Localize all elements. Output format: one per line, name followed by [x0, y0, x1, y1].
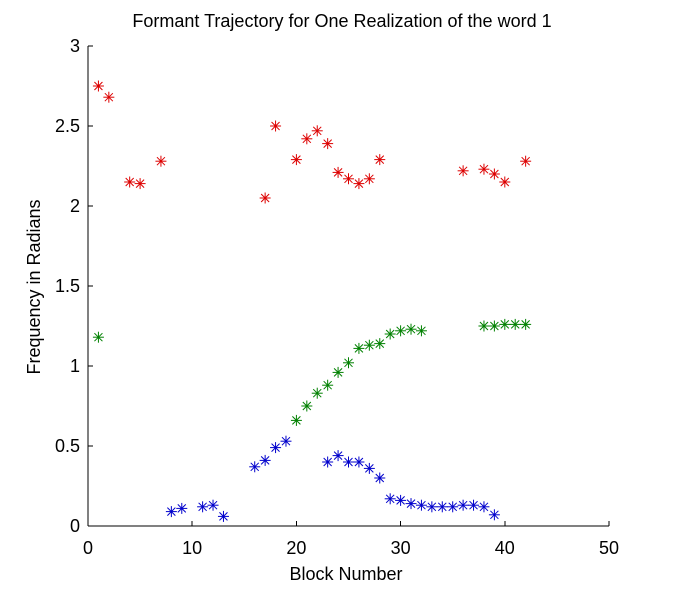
data-point	[343, 456, 354, 468]
data-point	[217, 510, 229, 522]
x-axis-ticks: 0 10 20 30 40 50	[83, 521, 619, 558]
data-point	[478, 320, 490, 332]
data-point	[290, 154, 302, 166]
data-point	[395, 325, 407, 337]
data-point	[311, 125, 323, 137]
y-tick-label: 0.5	[55, 436, 80, 456]
data-point	[478, 163, 490, 175]
data-point	[353, 342, 365, 354]
data-point	[395, 494, 407, 506]
data-point	[457, 165, 469, 177]
data-point	[270, 442, 282, 454]
y-tick-label: 1.5	[55, 276, 80, 296]
data-point	[384, 493, 396, 505]
data-point	[374, 154, 386, 166]
data-point	[363, 339, 375, 351]
data-point	[155, 155, 167, 167]
data-point	[343, 357, 354, 369]
data-point	[134, 178, 146, 190]
data-point	[509, 318, 521, 330]
chart-title: Formant Trajectory for One Realization o…	[132, 11, 551, 31]
y-axis-ticks: 0 0.5 1 1.5 2 2.5 3	[55, 36, 93, 536]
data-point	[363, 462, 375, 474]
data-point	[259, 454, 271, 466]
y-tick-label: 0	[70, 516, 80, 536]
data-point	[280, 435, 292, 447]
data-point	[520, 318, 532, 330]
data-point	[499, 176, 511, 188]
data-point	[124, 176, 136, 188]
data-point	[520, 155, 532, 167]
x-tick-label: 0	[83, 538, 93, 558]
data-point	[436, 501, 448, 513]
x-axis-label: Block Number	[289, 564, 402, 584]
data-point	[165, 506, 177, 518]
x-tick-label: 40	[495, 538, 515, 558]
y-tick-label: 2.5	[55, 116, 80, 136]
data-point	[301, 133, 313, 145]
data-point	[384, 328, 396, 340]
data-point	[332, 166, 344, 178]
x-tick-label: 30	[391, 538, 411, 558]
data-point	[426, 501, 438, 513]
data-point	[249, 461, 261, 473]
series-3	[165, 435, 500, 522]
data-point	[103, 91, 115, 103]
data-point	[301, 400, 313, 412]
data-point	[311, 387, 323, 399]
data-point	[92, 331, 104, 343]
data-point	[488, 320, 500, 332]
y-axis-label: Frequency in Radians	[24, 199, 44, 374]
x-tick-label: 10	[182, 538, 202, 558]
data-point	[468, 499, 480, 511]
series-1	[92, 80, 532, 204]
data-point	[499, 318, 511, 330]
series-2	[92, 318, 532, 426]
data-point	[488, 168, 500, 180]
data-point	[259, 192, 271, 204]
data-point	[374, 338, 386, 350]
x-tick-label: 20	[286, 538, 306, 558]
data-point	[290, 414, 302, 426]
data-point	[405, 323, 417, 335]
data-point	[363, 173, 375, 185]
x-tick-label: 50	[599, 538, 619, 558]
data-point	[353, 456, 365, 468]
data-point	[457, 499, 469, 511]
data-point	[415, 499, 427, 511]
data-point	[322, 379, 334, 391]
data-point	[207, 499, 219, 511]
data-point	[478, 501, 490, 513]
data-point	[488, 509, 500, 521]
data-point	[447, 501, 459, 513]
data-point	[92, 80, 104, 92]
data-point	[405, 498, 417, 510]
series-layer	[92, 80, 532, 522]
data-point	[332, 450, 344, 462]
data-point	[322, 456, 334, 468]
data-point	[415, 325, 427, 337]
y-tick-label: 3	[70, 36, 80, 56]
data-point	[322, 138, 334, 150]
y-tick-label: 2	[70, 196, 80, 216]
y-tick-label: 1	[70, 356, 80, 376]
data-point	[176, 502, 188, 514]
data-point	[332, 366, 344, 378]
data-point	[197, 501, 209, 513]
data-point	[270, 120, 282, 132]
data-point	[353, 178, 365, 190]
data-point	[343, 173, 354, 185]
data-point	[374, 472, 386, 484]
